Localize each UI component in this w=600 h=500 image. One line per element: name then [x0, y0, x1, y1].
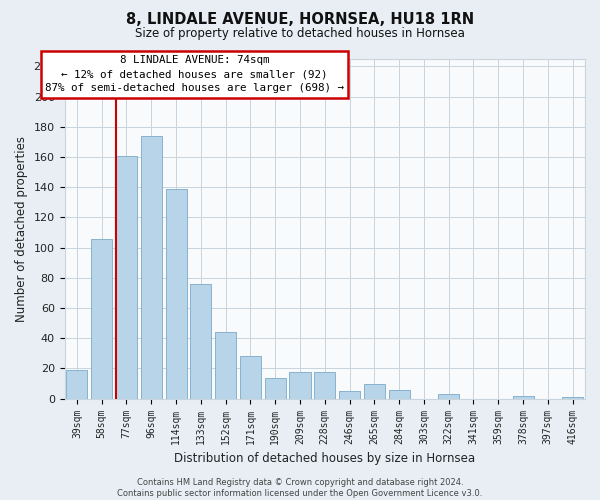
- Bar: [141, 136, 162, 398]
- Bar: [215, 332, 236, 398]
- Text: Contains HM Land Registry data © Crown copyright and database right 2024.
Contai: Contains HM Land Registry data © Crown c…: [118, 478, 482, 498]
- Bar: [364, 384, 385, 398]
- Bar: [562, 397, 583, 398]
- Text: 8 LINDALE AVENUE: 74sqm
← 12% of detached houses are smaller (92)
87% of semi-de: 8 LINDALE AVENUE: 74sqm ← 12% of detache…: [45, 56, 344, 94]
- Bar: [389, 390, 410, 398]
- Bar: [91, 238, 112, 398]
- Bar: [314, 372, 335, 398]
- Bar: [265, 378, 286, 398]
- Bar: [67, 370, 88, 398]
- Bar: [512, 396, 533, 398]
- Text: 8, LINDALE AVENUE, HORNSEA, HU18 1RN: 8, LINDALE AVENUE, HORNSEA, HU18 1RN: [126, 12, 474, 28]
- Bar: [166, 188, 187, 398]
- Bar: [190, 284, 211, 399]
- Bar: [289, 372, 311, 398]
- X-axis label: Distribution of detached houses by size in Hornsea: Distribution of detached houses by size …: [174, 452, 475, 465]
- Bar: [339, 391, 360, 398]
- Bar: [438, 394, 459, 398]
- Bar: [116, 156, 137, 398]
- Bar: [240, 356, 261, 399]
- Y-axis label: Number of detached properties: Number of detached properties: [15, 136, 28, 322]
- Text: Size of property relative to detached houses in Hornsea: Size of property relative to detached ho…: [135, 28, 465, 40]
